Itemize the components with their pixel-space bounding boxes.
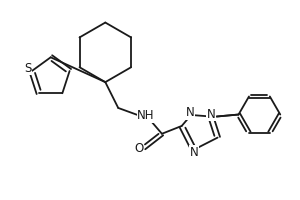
Text: S: S	[24, 62, 32, 75]
Text: N: N	[189, 146, 198, 159]
Text: N: N	[186, 106, 194, 119]
Text: NH: NH	[137, 109, 155, 122]
Text: O: O	[134, 142, 143, 155]
Text: N: N	[207, 108, 216, 121]
